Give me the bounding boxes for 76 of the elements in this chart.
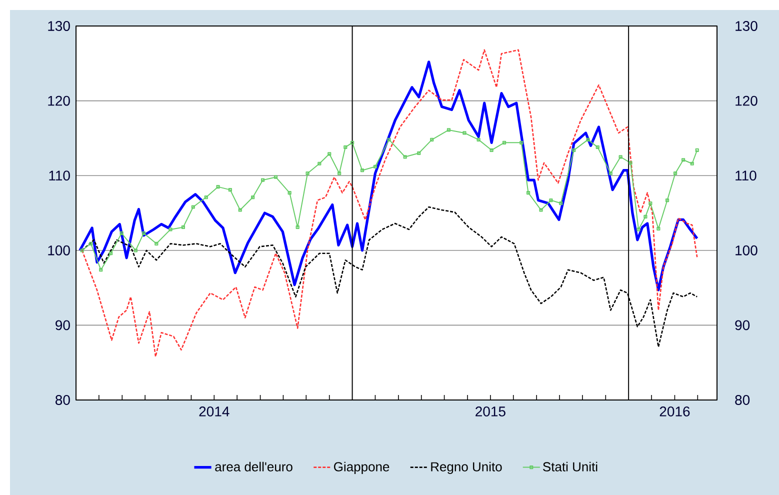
point	[673, 172, 678, 176]
point	[559, 201, 563, 206]
point	[596, 145, 600, 149]
point	[520, 140, 524, 144]
legend-label: area dell'euro	[215, 462, 292, 472]
point	[274, 175, 278, 179]
y-tick-label: 100	[48, 245, 70, 256]
point	[191, 205, 195, 209]
line-series	[81, 49, 698, 358]
y2-tick-label: 120	[736, 96, 758, 106]
legend-label: Regno Unito	[431, 462, 502, 474]
point	[502, 140, 506, 144]
point	[476, 138, 480, 142]
point	[430, 138, 434, 142]
point	[586, 138, 590, 142]
y-tick-label: 130	[48, 21, 70, 31]
point	[665, 198, 670, 202]
point	[216, 185, 220, 189]
point	[360, 168, 364, 172]
point	[618, 155, 622, 159]
point	[608, 172, 612, 176]
point	[296, 225, 300, 230]
point	[328, 152, 332, 156]
point	[204, 195, 208, 200]
y-tick-label: 110	[49, 170, 70, 181]
point	[644, 214, 648, 219]
legend-label: Stati Uniti	[543, 462, 598, 472]
point	[338, 172, 342, 176]
point	[318, 162, 322, 166]
point	[181, 225, 186, 230]
point	[134, 248, 138, 252]
x-tick-label: 2014	[199, 406, 230, 416]
point	[228, 188, 232, 192]
point	[681, 158, 686, 162]
y2-tick-label: 130	[736, 21, 758, 31]
point	[417, 151, 421, 155]
point	[260, 178, 265, 182]
y-tick-label: 120	[48, 96, 70, 106]
point	[403, 155, 407, 159]
x-tick-label: 2015	[476, 406, 506, 416]
point	[628, 161, 632, 165]
point	[251, 195, 255, 200]
point	[526, 191, 530, 195]
point	[636, 228, 640, 232]
point	[648, 201, 652, 206]
point	[490, 148, 494, 152]
point	[572, 148, 576, 152]
point	[539, 208, 543, 212]
point	[446, 128, 451, 132]
point	[387, 138, 391, 142]
legend-label: Giappone	[334, 462, 390, 474]
point	[350, 140, 354, 144]
y2-tick-label: 80	[735, 395, 750, 405]
y-tick-label: 90	[56, 320, 70, 330]
point	[89, 242, 93, 246]
y2-tick-label: 100	[736, 245, 758, 256]
x-tick-label: 2016	[660, 406, 690, 416]
point	[462, 131, 466, 135]
y2-tick-label: 110	[736, 170, 756, 181]
point	[656, 226, 660, 230]
y2-tick-label: 90	[735, 320, 750, 330]
point	[109, 252, 113, 256]
point	[99, 268, 103, 272]
point	[373, 164, 378, 168]
y-tick-label: 80	[56, 395, 70, 405]
point	[120, 231, 124, 235]
point	[142, 231, 146, 235]
line-series	[78, 60, 698, 292]
point	[238, 208, 242, 212]
point	[306, 172, 310, 176]
point	[690, 162, 694, 166]
point	[154, 242, 158, 246]
point	[288, 191, 292, 195]
point	[344, 145, 348, 149]
point	[168, 228, 172, 232]
point	[549, 198, 553, 202]
